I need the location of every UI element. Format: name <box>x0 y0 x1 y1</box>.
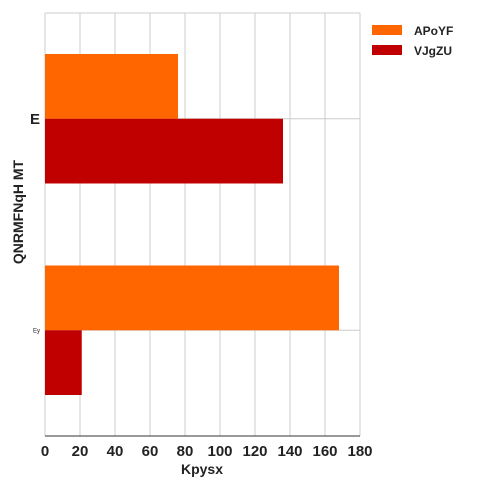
x-tick-labels: 0 20 40 60 80 100 120 140 160 180 <box>41 443 373 460</box>
bar-APoYF-E <box>45 54 178 119</box>
legend-swatch <box>372 25 402 35</box>
bar-VJgZU-Ey <box>45 330 82 395</box>
y-tick-labels: E Ey <box>30 111 40 335</box>
x-tick-label: 20 <box>72 443 89 460</box>
y-tick-label: Ey <box>33 328 40 334</box>
x-axis-title: Kpysx <box>181 461 223 477</box>
y-tick-label: E <box>30 111 40 128</box>
bar-APoYF-Ey <box>45 265 339 331</box>
legend: APoYF VJgZU <box>372 24 453 58</box>
x-tick-label: 140 <box>277 443 302 460</box>
y-axis-title: QNRMFNqH MT <box>10 159 26 264</box>
x-tick-label: 60 <box>142 443 159 460</box>
x-tick-label: 120 <box>242 443 267 460</box>
x-tick-label: 40 <box>107 443 124 460</box>
legend-swatch <box>372 45 402 55</box>
bar-VJgZU-E <box>45 118 283 184</box>
x-tick-label: 160 <box>312 443 337 460</box>
legend-label: APoYF <box>414 24 453 38</box>
legend-label: VJgZU <box>414 44 452 58</box>
bars <box>45 54 339 395</box>
x-tick-label: 80 <box>177 443 194 460</box>
x-tick-label: 180 <box>347 443 372 460</box>
x-tick-label: 100 <box>207 443 232 460</box>
x-tick-label: 0 <box>41 443 49 460</box>
